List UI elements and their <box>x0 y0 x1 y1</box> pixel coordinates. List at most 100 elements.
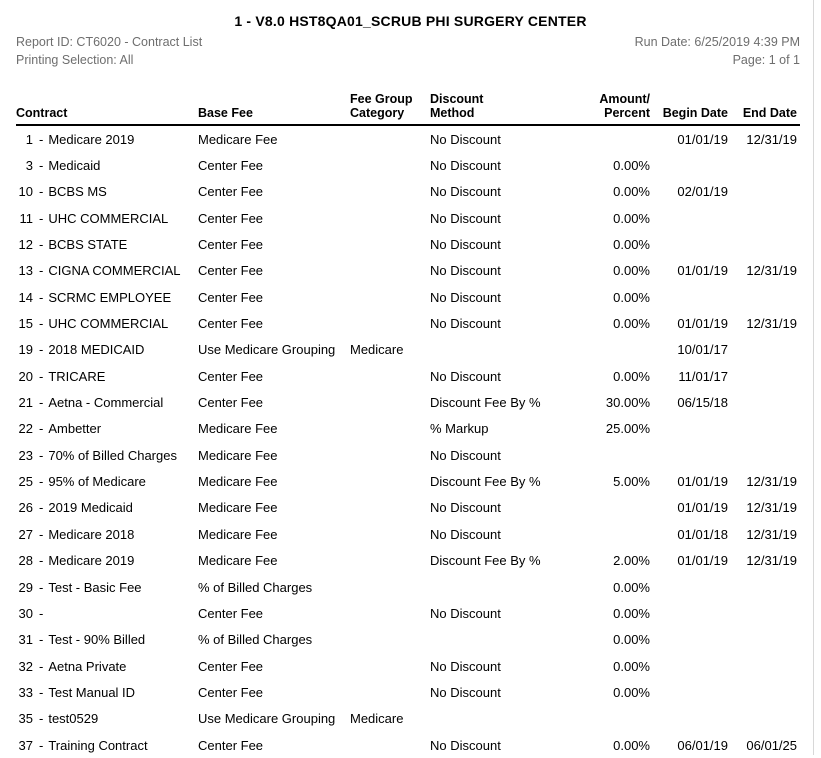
cell-end-date: 12/31/19 <box>746 500 797 516</box>
cell-fee-group-category <box>350 258 430 284</box>
contract-number: 12 <box>18 237 33 253</box>
cell-discount-method: % Markup <box>430 421 489 437</box>
cell-discount-method: No Discount <box>430 684 501 700</box>
contract-name: TRICARE <box>48 368 106 384</box>
cell-fee-group-category <box>350 389 430 415</box>
contract-separator: - <box>39 711 44 727</box>
table-row: 13- CIGNA COMMERCIAL Center Fee No Discou… <box>16 258 800 284</box>
contract-number: 15 <box>18 316 33 332</box>
cell-fee-group-category <box>350 205 430 231</box>
contract-separator: - <box>39 579 44 595</box>
cell-base-fee: Use Medicare Grouping <box>198 342 336 358</box>
cell-begin-date: 01/01/19 <box>677 500 728 516</box>
cell-fee-group-category <box>350 574 430 600</box>
cell-begin-date: 01/01/19 <box>677 131 728 147</box>
contract-table-body: 1- Medicare 2019 Medicare Fee No Discount… <box>16 125 800 758</box>
cell-end-date <box>730 152 800 178</box>
contract-separator: - <box>39 605 44 621</box>
cell-base-fee: Center Fee <box>198 184 264 200</box>
contract-separator: - <box>39 184 44 200</box>
contract-number: 26 <box>18 500 33 516</box>
table-row: 31- Test - 90% Billed % of Billed Charges… <box>16 627 800 653</box>
cell-contract: 13- CIGNA COMMERCIAL <box>16 258 198 284</box>
contract-table: Contract Base Fee Fee Group Category Dis… <box>16 92 800 758</box>
contract-name: BCBS MS <box>48 184 107 200</box>
cell-contract: 27- Medicare 2018 <box>16 521 198 547</box>
contract-separator: - <box>39 131 44 147</box>
cell-discount-method: Discount Fee By % <box>430 395 541 411</box>
cell-base-fee: Center Fee <box>198 658 264 674</box>
cell-amount-percent: 0.00% <box>613 289 650 305</box>
cell-begin-date: 02/01/19 <box>677 184 728 200</box>
contract-number: 13 <box>18 263 33 279</box>
cell-amount-percent <box>558 521 650 547</box>
cell-fee-group-category <box>350 442 430 468</box>
contract-name: 2018 MEDICAID <box>48 342 145 358</box>
cell-end-date <box>730 205 800 231</box>
cell-fee-group-category <box>350 310 430 336</box>
table-row: 26-2019 Medicaid Medicare Fee No Discoun… <box>16 495 800 521</box>
cell-end-date: 12/31/19 <box>746 474 797 490</box>
contract-separator: - <box>39 237 44 253</box>
table-row: 14- SCRMC EMPLOYEE Center Fee No Discount… <box>16 284 800 310</box>
cell-amount-percent <box>558 337 650 363</box>
cell-contract: 37- Training Contract <box>16 732 198 758</box>
contract-separator: - <box>39 316 44 332</box>
cell-amount-percent: 5.00% <box>613 474 650 490</box>
table-row: 35- test0529 Use Medicare Grouping Medica… <box>16 706 800 732</box>
report-meta-left: Report ID: CT6020 - Contract List Printi… <box>16 33 202 69</box>
cell-begin-date <box>650 416 730 442</box>
cell-end-date: 12/31/19 <box>746 553 797 569</box>
contract-separator: - <box>39 684 44 700</box>
cell-base-fee: Center Fee <box>198 210 264 226</box>
cell-contract: 21- Aetna - Commercial <box>16 389 198 415</box>
cell-amount-percent: 0.00% <box>613 316 650 332</box>
cell-amount-percent: 30.00% <box>605 395 650 411</box>
cell-begin-date <box>650 679 730 705</box>
report-meta-right: Run Date: 6/25/2019 4:39 PM Page: 1 of 1 <box>635 33 800 69</box>
cell-begin-date <box>650 600 730 626</box>
cell-discount-method: No Discount <box>430 605 501 621</box>
contract-separator: - <box>39 210 44 226</box>
cell-end-date <box>730 337 800 363</box>
cell-discount-method: No Discount <box>430 316 501 332</box>
cell-base-fee: Center Fee <box>198 158 264 174</box>
cell-amount-percent: 0.00% <box>613 184 650 200</box>
cell-end-date <box>730 389 800 415</box>
cell-fee-group-category <box>350 125 430 152</box>
table-row: 22- Ambetter Medicare Fee % Markup 25.00% <box>16 416 800 442</box>
cell-end-date <box>730 442 800 468</box>
cell-contract: 28- Medicare 2019 <box>16 548 198 574</box>
contract-number: 27 <box>18 526 33 542</box>
cell-fee-group-category <box>350 732 430 758</box>
contract-name: Test Manual ID <box>48 684 136 700</box>
contract-number: 28 <box>18 553 33 569</box>
cell-begin-date <box>650 653 730 679</box>
contract-name: Test - Basic Fee <box>48 579 142 595</box>
cell-contract: 15- UHC COMMERCIAL <box>16 310 198 336</box>
contract-name: Training Contract <box>48 737 148 753</box>
contract-name: BCBS STATE <box>48 237 128 253</box>
cell-end-date: 12/31/19 <box>746 316 797 332</box>
contract-name: Medicare 2019 <box>48 553 135 569</box>
contract-separator: - <box>39 421 44 437</box>
cell-contract: 3- Medicaid <box>16 152 198 178</box>
contract-separator: - <box>39 553 44 569</box>
cell-discount-method: No Discount <box>430 263 501 279</box>
contract-separator: - <box>39 158 44 174</box>
contract-separator: - <box>39 526 44 542</box>
contract-number: 23 <box>18 447 33 463</box>
contract-number: 33 <box>18 684 33 700</box>
cell-amount-percent: 25.00% <box>605 421 650 437</box>
cell-contract: 30- <box>16 600 198 626</box>
cell-base-fee: Center Fee <box>198 289 264 305</box>
cell-fee-group-category <box>350 600 430 626</box>
cell-fee-group-category <box>350 468 430 494</box>
cell-amount-percent: 0.00% <box>613 210 650 226</box>
cell-base-fee: Medicare Fee <box>198 447 278 463</box>
contract-number: 37 <box>18 737 33 753</box>
contract-name: UHC COMMERCIAL <box>48 316 169 332</box>
cell-begin-date <box>650 284 730 310</box>
cell-discount-method <box>430 337 558 363</box>
